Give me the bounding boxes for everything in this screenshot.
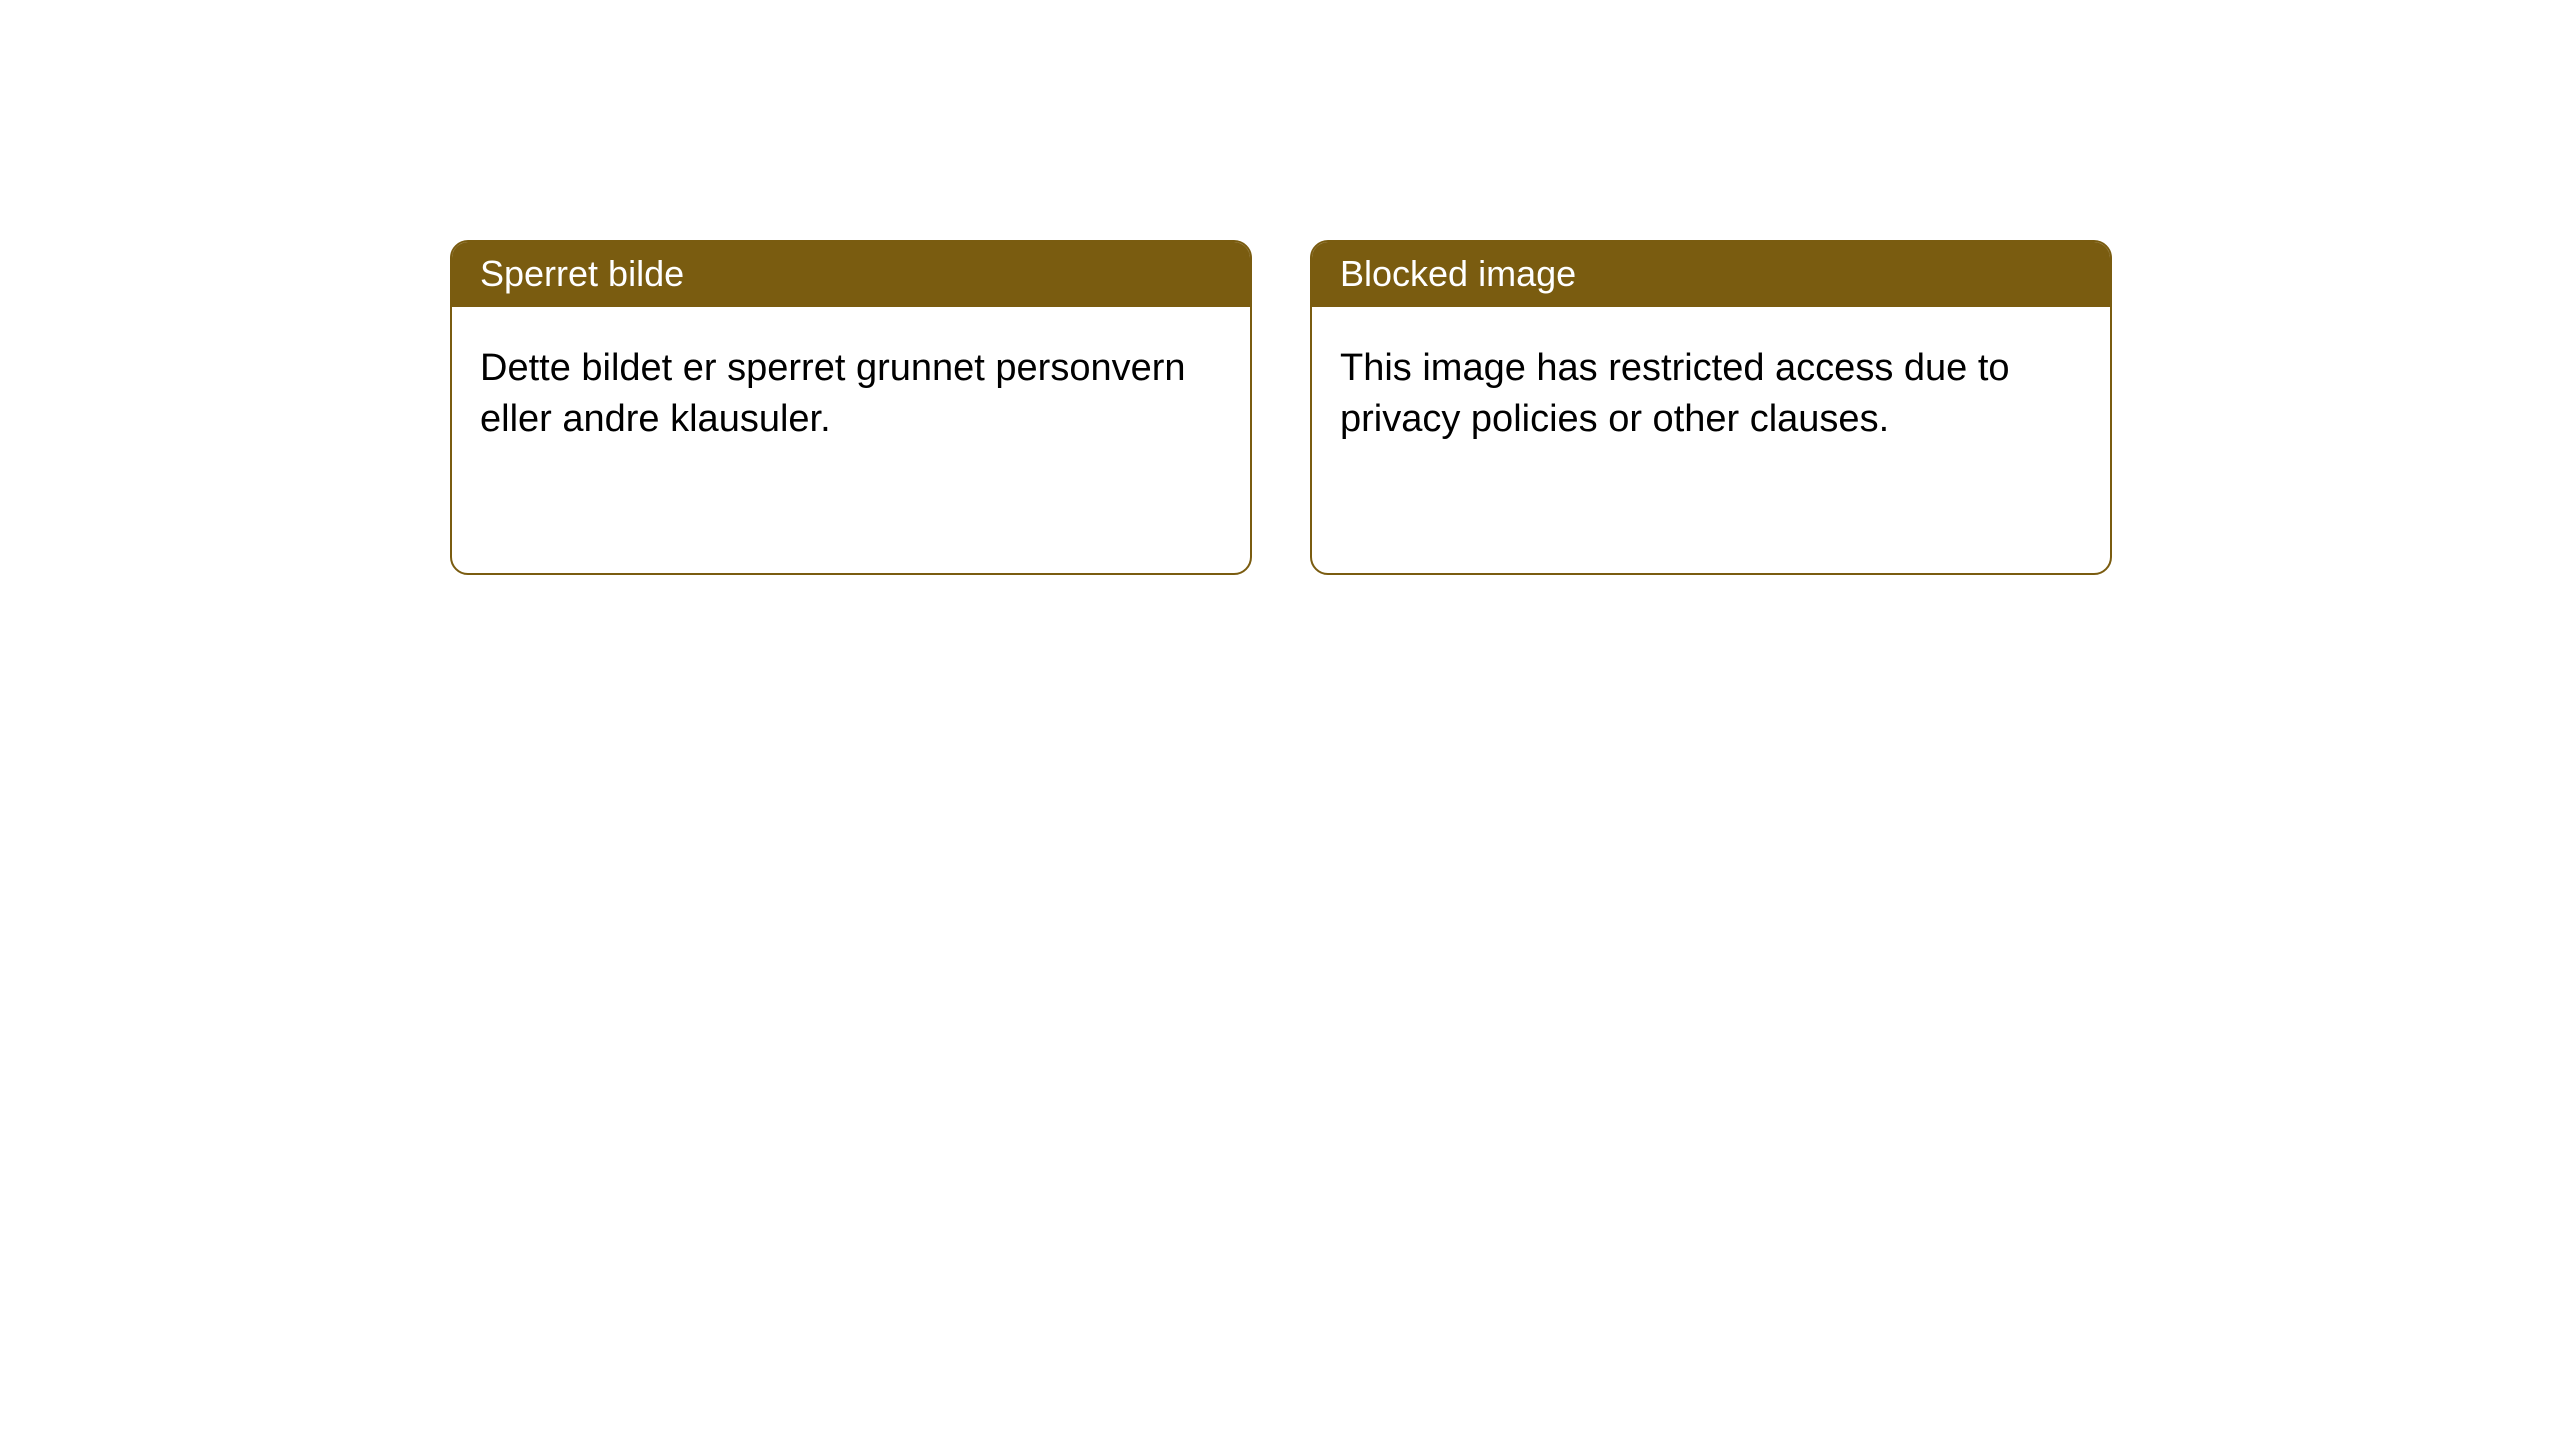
card-title: Sperret bilde: [480, 253, 684, 294]
card-message: Dette bildet er sperret grunnet personve…: [480, 347, 1186, 440]
card-title: Blocked image: [1340, 253, 1576, 294]
notice-card-english: Blocked image This image has restricted …: [1310, 240, 2112, 575]
card-header: Blocked image: [1312, 242, 2110, 307]
notice-card-norwegian: Sperret bilde Dette bildet er sperret gr…: [450, 240, 1252, 575]
notice-cards-container: Sperret bilde Dette bildet er sperret gr…: [0, 0, 2560, 575]
card-message: This image has restricted access due to …: [1340, 347, 2010, 440]
card-header: Sperret bilde: [452, 242, 1250, 307]
card-body: This image has restricted access due to …: [1312, 307, 2110, 482]
card-body: Dette bildet er sperret grunnet personve…: [452, 307, 1250, 482]
